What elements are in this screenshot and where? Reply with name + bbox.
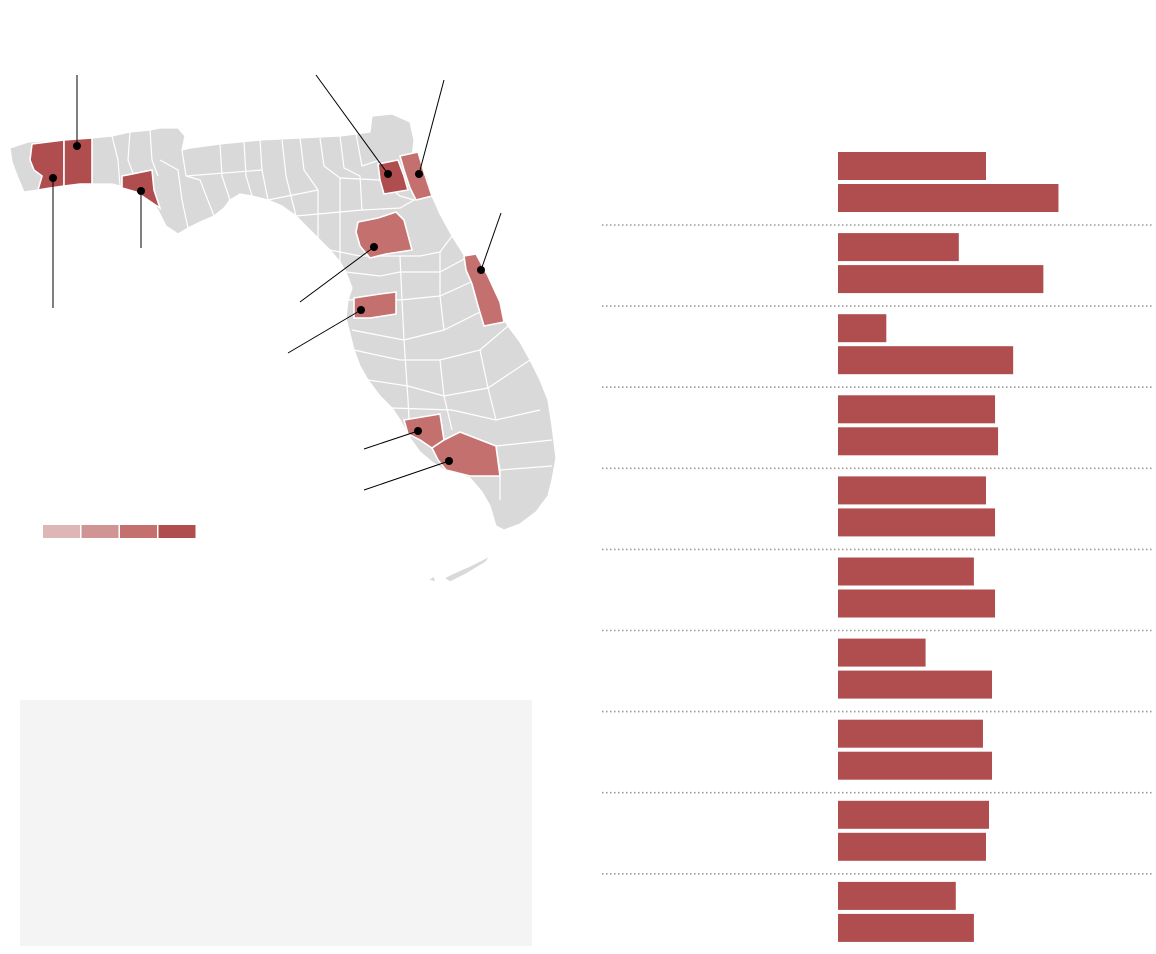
info-box (20, 700, 532, 946)
county-lines (63, 129, 553, 500)
county-alachua (355, 211, 414, 259)
florida-map (9, 74, 557, 583)
bar-row-1-series-2 (838, 184, 1059, 212)
marker-brevard (477, 266, 485, 274)
legend-swatch-1 (43, 525, 80, 538)
bar-row-9-series-1 (838, 800, 989, 829)
bar-row-5-series-1 (838, 476, 986, 505)
county-lee (402, 413, 445, 449)
bar-row-1-series-1 (838, 152, 986, 180)
leader-line-lee (363, 430, 419, 450)
bar-row-6-series-2 (838, 589, 996, 618)
marker-collier (445, 457, 453, 465)
marker-st-johns (415, 170, 423, 178)
keys-islands (426, 554, 492, 583)
marker-bay (137, 187, 145, 195)
legend-swatch-3 (120, 525, 157, 538)
marker-duval (384, 170, 392, 178)
bar-row-2-series-2 (838, 265, 1044, 294)
legend-swatch-2 (81, 525, 119, 538)
bar-row-3-series-2 (838, 346, 1014, 375)
bar-row-8-series-1 (838, 719, 983, 748)
bar-row-7-series-2 (838, 670, 993, 699)
leader-line-alachua (299, 246, 375, 303)
legend-swatch-4 (158, 525, 196, 538)
bar-row-6-series-1 (838, 557, 974, 586)
bar-row-7-series-1 (838, 638, 926, 667)
marker-escambia (49, 174, 57, 182)
bar-row-4-series-1 (838, 395, 996, 424)
leader-line-brevard (480, 212, 502, 271)
leader-lines (52, 74, 502, 491)
county-duval (377, 159, 410, 195)
bar-row-5-series-2 (838, 508, 996, 537)
marker-lee (414, 427, 422, 435)
county-santa-rosa (63, 137, 93, 187)
bar-row-2-series-1 (838, 233, 959, 262)
leader-line-duval (315, 74, 389, 175)
county-brevard (463, 253, 505, 327)
marker-santa-rosa (73, 142, 81, 150)
map-legend (43, 525, 196, 538)
bar-row-9-series-2 (838, 832, 986, 861)
leader-line-pasco (287, 309, 362, 354)
marker-pasco (357, 306, 365, 314)
bar-chart (602, 152, 1152, 942)
county-markers (49, 142, 485, 465)
bar-row-4-series-2 (838, 427, 999, 456)
leader-line-collier (363, 460, 450, 491)
marker-alachua (370, 243, 378, 251)
leader-line-st-johns (418, 79, 445, 175)
bar-row-8-series-2 (838, 751, 993, 780)
bar-row-3-series-1 (838, 314, 887, 343)
bar-row-10-series-2 (838, 913, 974, 942)
bar-row-10-series-1 (838, 881, 956, 910)
